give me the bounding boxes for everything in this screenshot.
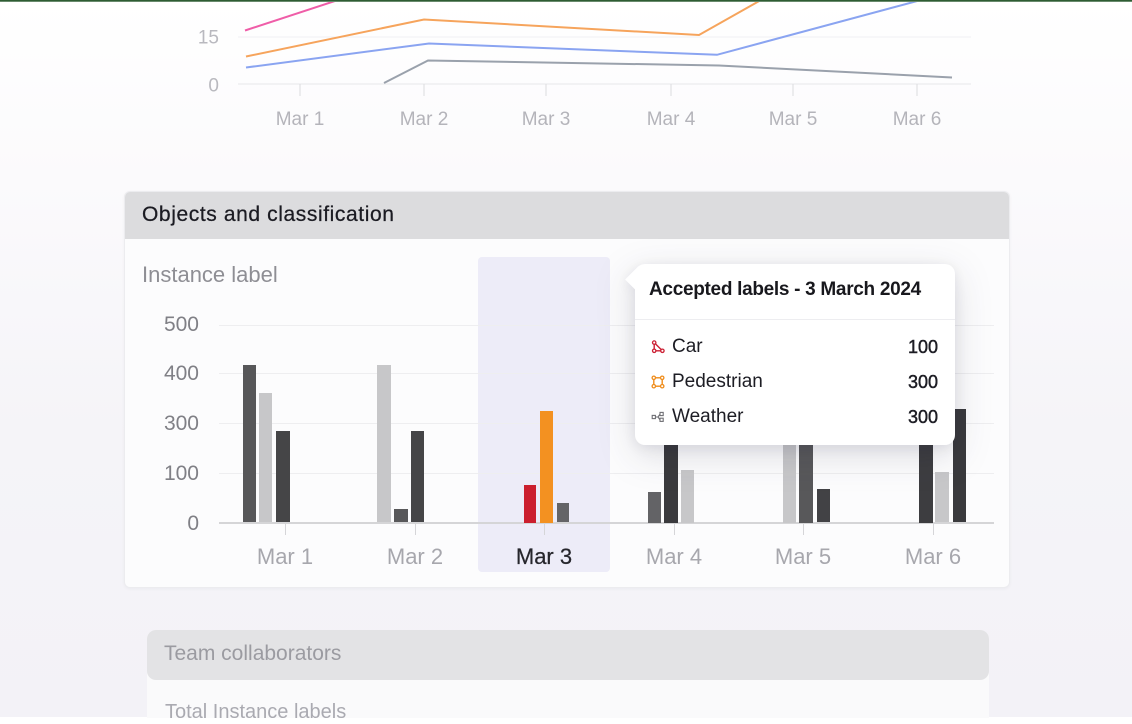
svg-text:Mar 1: Mar 1 (276, 109, 325, 130)
svg-text:15: 15 (198, 28, 219, 49)
svg-text:Mar 3: Mar 3 (522, 109, 571, 130)
svg-text:Mar 6: Mar 6 (893, 109, 942, 130)
svg-text:Mar 4: Mar 4 (647, 109, 696, 130)
svg-text:Mar 2: Mar 2 (400, 109, 449, 130)
svg-text:Mar 5: Mar 5 (769, 109, 818, 130)
svg-text:0: 0 (208, 76, 219, 97)
